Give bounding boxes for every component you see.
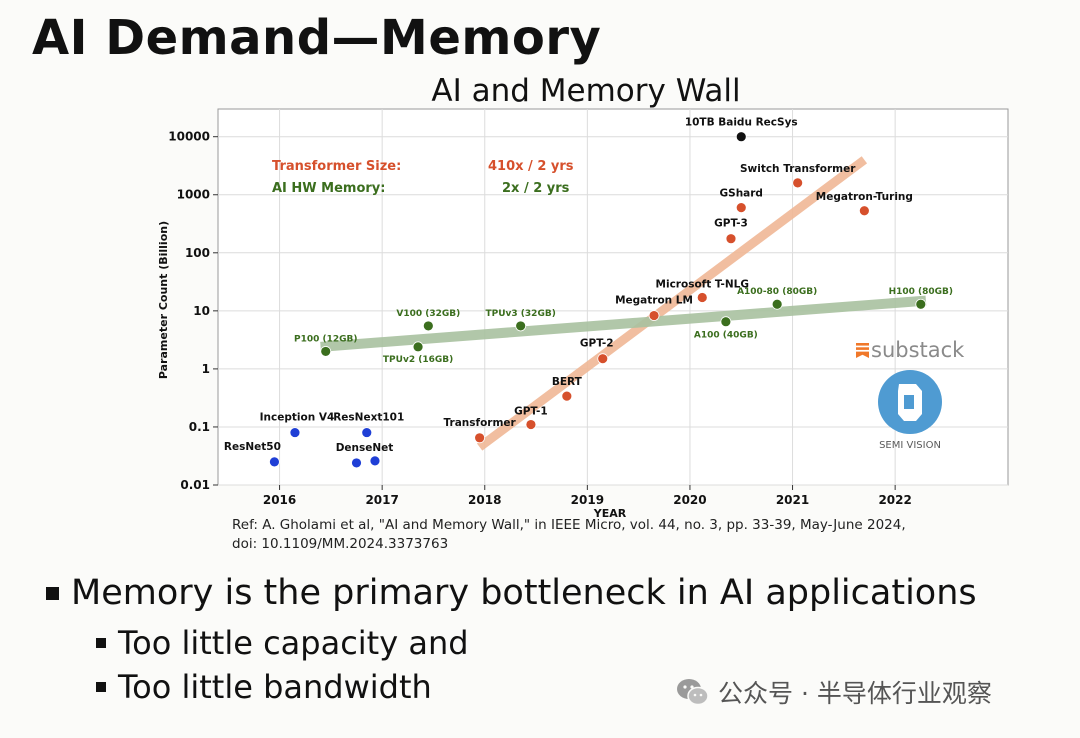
legend: Transformer Size: 410x / 2 yrs AI HW Mem…: [272, 159, 574, 196]
hw-memory-point: [771, 298, 783, 310]
recsys-point: [735, 131, 747, 143]
transformer-model-point: [597, 353, 609, 365]
y-tick-label: 100: [185, 246, 210, 260]
bullet-marker: [46, 586, 59, 600]
plot-area: [217, 108, 1009, 486]
transformer-model-point: [648, 310, 660, 321]
y-tick-label: 0.01: [180, 478, 210, 492]
transformer-trend-line: [476, 156, 868, 451]
bullet-marker: [96, 682, 106, 692]
data-label: DenseNet: [336, 442, 394, 454]
reference-line-1: Ref: A. Gholami et al, "AI and Memory Wa…: [232, 517, 906, 533]
slide-title: AI Demand—Memory: [32, 10, 602, 66]
data-label: Megatron-Turing: [816, 191, 913, 203]
y-tick-label: 10: [193, 304, 210, 318]
data-label: H100 (80GB): [889, 287, 953, 297]
y-tick-label: 0.1: [189, 420, 210, 434]
data-label: GPT-2: [580, 338, 614, 350]
legend-memory-rate: 2x / 2 yrs: [502, 181, 570, 196]
data-points: [269, 131, 927, 469]
hw-memory-point: [720, 316, 732, 328]
legend-transformer-label: Transformer Size:: [272, 159, 401, 174]
data-label: GShard: [720, 188, 763, 200]
semi-vision-logo: SEMI VISION: [878, 370, 942, 451]
transformer-model-point: [696, 292, 708, 303]
bullet-main-text: Memory is the primary bottleneck in AI a…: [71, 573, 977, 613]
reference-citation: Ref: A. Gholami et al, "AI and Memory Wa…: [232, 516, 906, 554]
data-label: Inception V4: [260, 412, 335, 424]
x-axis-ticks: 2016 2017 2018 2019 2020 2021 2022: [263, 485, 912, 507]
substack-logo: substack: [856, 338, 965, 362]
bullet-marker: [96, 638, 106, 648]
reference-line-2: doi: 10.1109/MM.2024.3373763: [232, 536, 449, 552]
transformer-model-point: [474, 432, 486, 444]
sub-bullet-text: Too little bandwidth: [118, 668, 432, 706]
data-label: Switch Transformer: [740, 163, 856, 175]
chart-title: AI and Memory Wall: [431, 73, 740, 109]
transformer-model-point: [735, 202, 747, 214]
x-tick-label: 2016: [263, 493, 296, 507]
y-axis-label: Parameter Count (Billion): [157, 221, 170, 379]
memory-trend-line: [320, 295, 927, 352]
transformer-model-point: [725, 233, 737, 245]
sub-bullet-bandwidth: Too little bandwidth: [96, 668, 432, 706]
legend-transformer-rate: 410x / 2 yrs: [488, 159, 574, 174]
y-tick-label: 1: [202, 362, 210, 376]
x-tick-label: 2022: [878, 493, 911, 507]
data-label: Transformer: [444, 417, 517, 429]
data-label: Microsoft T-NLG: [656, 278, 749, 290]
transformer-model-point: [561, 390, 573, 402]
y-tick-label: 1000: [177, 188, 210, 202]
x-tick-label: 2020: [673, 493, 706, 507]
data-label: V100 (32GB): [396, 309, 460, 319]
y-axis-ticks: 0.01 0.1 1 10 100 1000 10000: [168, 130, 218, 492]
y-tick-label: 10000: [168, 130, 210, 144]
hw-memory-point: [412, 341, 424, 353]
data-label: GPT-1: [514, 406, 548, 418]
cv-model-point: [289, 427, 301, 438]
cv-model-point: [369, 455, 381, 467]
data-label: TPUv3 (32GB): [486, 309, 556, 319]
legend-memory-label: AI HW Memory:: [272, 181, 385, 196]
transformer-model-point: [792, 177, 804, 189]
wechat-watermark: 公众号 · 半导体行业观察: [676, 674, 992, 710]
x-tick-label: 2017: [365, 493, 398, 507]
cv-model-point: [269, 456, 280, 468]
x-axis-label: YEAR: [593, 507, 627, 520]
data-label: 10TB Baidu RecSys: [685, 117, 798, 129]
data-label: BERT: [552, 376, 583, 388]
memory-wall-chart: AI and Memory Wall 0.01 0.1 1 10 100 1000 1000…: [157, 73, 1009, 520]
data-label: Megatron LM: [615, 295, 693, 307]
data-label: TPUv2 (16GB): [383, 355, 453, 365]
data-label: A100 (40GB): [694, 331, 758, 341]
hw-memory-point: [915, 298, 927, 310]
trend-lines: [320, 156, 927, 451]
wechat-icon: [677, 679, 709, 706]
data-label: GPT-3: [714, 218, 748, 230]
x-tick-label: 2018: [468, 493, 501, 507]
data-label: ResNet50: [224, 441, 281, 453]
cv-model-point: [361, 427, 373, 438]
hw-memory-point: [320, 346, 332, 357]
bullet-main: Memory is the primary bottleneck in AI a…: [46, 573, 977, 613]
transformer-model-point: [525, 419, 537, 430]
hw-memory-point: [515, 320, 527, 332]
substack-icon: [856, 343, 869, 358]
sub-bullet-text: Too little capacity and: [118, 624, 469, 662]
substack-wordmark: substack: [871, 338, 965, 362]
x-tick-label: 2021: [776, 493, 809, 507]
watermark-text: 公众号 · 半导体行业观察: [718, 679, 992, 708]
hw-memory-point: [422, 320, 434, 332]
x-tick-label: 2019: [571, 493, 604, 507]
data-label: P100 (12GB): [294, 334, 358, 344]
data-label: A100-80 (80GB): [737, 287, 817, 297]
cv-model-point: [351, 457, 362, 469]
grid: [218, 109, 1008, 486]
sub-bullet-capacity: Too little capacity and: [96, 624, 469, 662]
data-label: ResNext101: [333, 412, 404, 424]
transformer-model-point: [858, 205, 870, 217]
semi-vision-wordmark: SEMI VISION: [879, 440, 941, 451]
